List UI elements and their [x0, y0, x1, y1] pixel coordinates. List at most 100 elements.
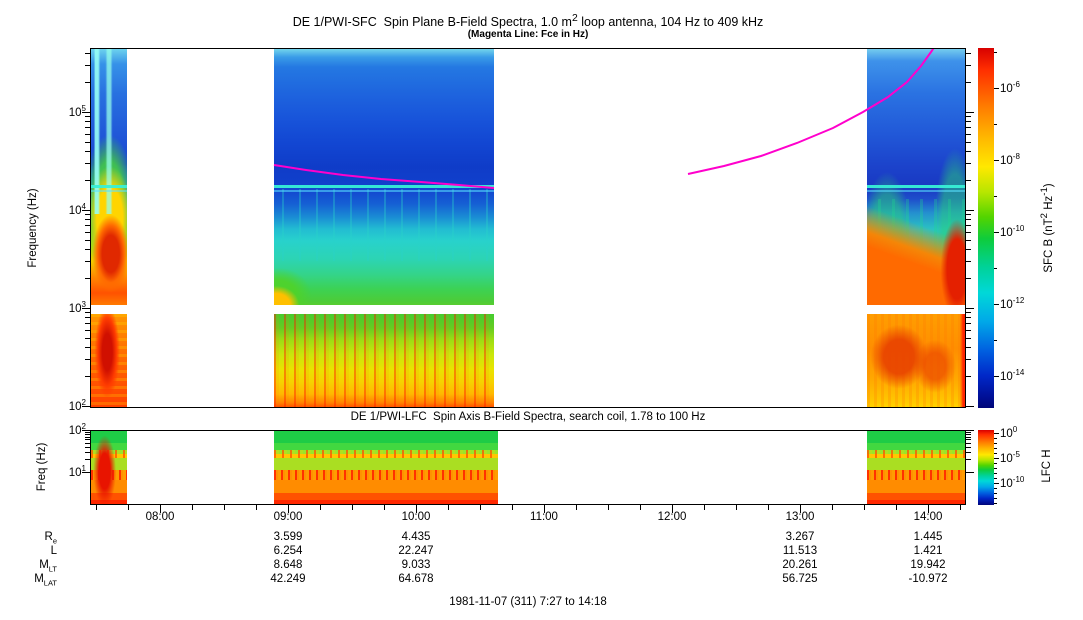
y-major-tick	[82, 430, 90, 431]
fce-line	[273, 49, 935, 189]
lfc-colorbar-tick	[994, 503, 997, 504]
y-minor-tick	[85, 53, 90, 54]
x-major-tick	[160, 505, 161, 513]
lfc-colorbar-tick	[994, 463, 997, 464]
y-minor-tick-right	[966, 127, 971, 128]
x-minor-tick	[576, 505, 577, 510]
ephemeris-value: 20.261	[782, 559, 818, 571]
x-major-tick	[288, 505, 289, 513]
y-minor-tick	[85, 323, 90, 324]
x-minor-tick	[736, 505, 737, 510]
y-minor-tick	[85, 376, 90, 377]
lfc-colorbar-tick	[994, 468, 997, 469]
y-minor-tick	[85, 347, 90, 348]
sfc-colorbar-tick-label: 10-10	[1000, 224, 1025, 239]
y-minor-tick-right	[966, 439, 971, 440]
y-major-tick	[82, 112, 90, 113]
y-minor-tick	[85, 452, 90, 453]
sfc-colorbar-tick-label: 10-6	[1000, 80, 1020, 95]
ephemeris-row-label: Re	[44, 531, 57, 546]
y-minor-tick-right	[966, 317, 971, 318]
lfc-colorbar-tick-label: 10-5	[1000, 450, 1020, 465]
x-minor-tick	[896, 505, 897, 510]
y-minor-tick	[85, 434, 90, 435]
y-minor-tick	[85, 447, 90, 448]
x-tick-label: 14:00	[913, 511, 943, 523]
y-major-tick	[82, 472, 90, 473]
lfc-title: DE 1/PWI-LFC Spin Axis B-Field Spectra, …	[350, 411, 706, 423]
lfc-data-segment-s1	[91, 431, 127, 504]
x-tick-label: 12:00	[657, 511, 687, 523]
lfc-colorbar-tick	[994, 458, 999, 459]
sfc-colorbar-tick	[994, 88, 999, 89]
y-minor-tick-right	[966, 278, 971, 279]
y-minor-tick-right	[966, 437, 971, 438]
ephemeris-value: 42.249	[270, 573, 306, 585]
ephemeris-row-label: L	[50, 545, 57, 557]
y-minor-tick-right	[966, 82, 971, 83]
ephemeris-value: 11.513	[782, 545, 818, 557]
x-tick-label: 13:00	[785, 511, 815, 523]
sfc-colorbar-tick	[994, 304, 999, 305]
y-tick-label: 105	[68, 104, 86, 119]
y-major-tick	[82, 406, 90, 407]
x-minor-tick	[320, 505, 321, 510]
ephemeris-value: 1.421	[913, 545, 943, 557]
lfc-colorbar-tick	[994, 478, 997, 479]
y-minor-tick-right	[966, 323, 971, 324]
x-major-tick	[672, 505, 673, 513]
ephemeris-value: 4.435	[401, 531, 431, 543]
y-minor-tick	[85, 312, 90, 313]
ephemeris-value: 3.267	[785, 531, 815, 543]
sfc-colorbar	[978, 48, 994, 408]
date-range: 1981-11-07 (311) 7:27 to 14:18	[449, 596, 607, 608]
y-minor-tick	[85, 261, 90, 262]
x-major-tick	[800, 505, 801, 513]
sfc-colorbar-tick-label: 10-14	[1000, 368, 1025, 383]
y-minor-tick-right	[966, 434, 971, 435]
sfc-spectrogram-panel	[90, 48, 966, 408]
y-minor-tick-right	[966, 376, 971, 377]
y-minor-tick	[85, 127, 90, 128]
lfc-colorbar-tick	[994, 488, 997, 489]
y-minor-tick	[85, 134, 90, 135]
y-minor-tick-right	[966, 219, 971, 220]
y-minor-tick	[85, 249, 90, 250]
y-minor-tick	[85, 225, 90, 226]
y-minor-tick-right	[966, 53, 971, 54]
y-minor-tick-right	[966, 225, 971, 226]
y-minor-tick	[85, 443, 90, 444]
sfc-data-segment-s1-lower	[91, 314, 127, 407]
ephemeris-row-label: MLAT	[34, 573, 57, 588]
y-minor-tick	[85, 163, 90, 164]
x-minor-tick	[960, 505, 961, 510]
ephemeris-value: 1.445	[913, 531, 943, 543]
x-minor-tick	[192, 505, 193, 510]
x-minor-tick	[384, 505, 385, 510]
y-minor-tick-right	[966, 163, 971, 164]
x-major-tick	[416, 505, 417, 513]
y-tick-label: 104	[68, 202, 86, 217]
x-minor-tick	[448, 505, 449, 510]
x-minor-tick	[352, 505, 353, 510]
y-minor-tick	[85, 439, 90, 440]
sfc-colorbar-minor-tick	[994, 124, 997, 125]
y-minor-tick-right	[966, 121, 971, 122]
y-minor-tick-right	[966, 432, 971, 433]
y-minor-tick-right	[966, 232, 971, 233]
sfc-colorbar-tick	[994, 232, 999, 233]
x-tick-label: 10:00	[401, 511, 431, 523]
sfc-colorbar-minor-tick	[994, 340, 997, 341]
lfc-colorbar-tick-label: 10-10	[1000, 475, 1025, 490]
y-minor-tick	[85, 317, 90, 318]
x-minor-tick	[704, 505, 705, 510]
y-minor-tick-right	[966, 447, 971, 448]
y-tick-label: 101	[68, 464, 86, 479]
y-major-tick-right	[966, 430, 974, 431]
lfc-colorbar-tick	[994, 443, 997, 444]
lfc-colorbar-tick	[994, 448, 997, 449]
y-major-tick	[82, 210, 90, 211]
y-minor-tick-right	[966, 180, 971, 181]
y-minor-tick-right	[966, 443, 971, 444]
ephemeris-value: 64.678	[398, 573, 434, 585]
